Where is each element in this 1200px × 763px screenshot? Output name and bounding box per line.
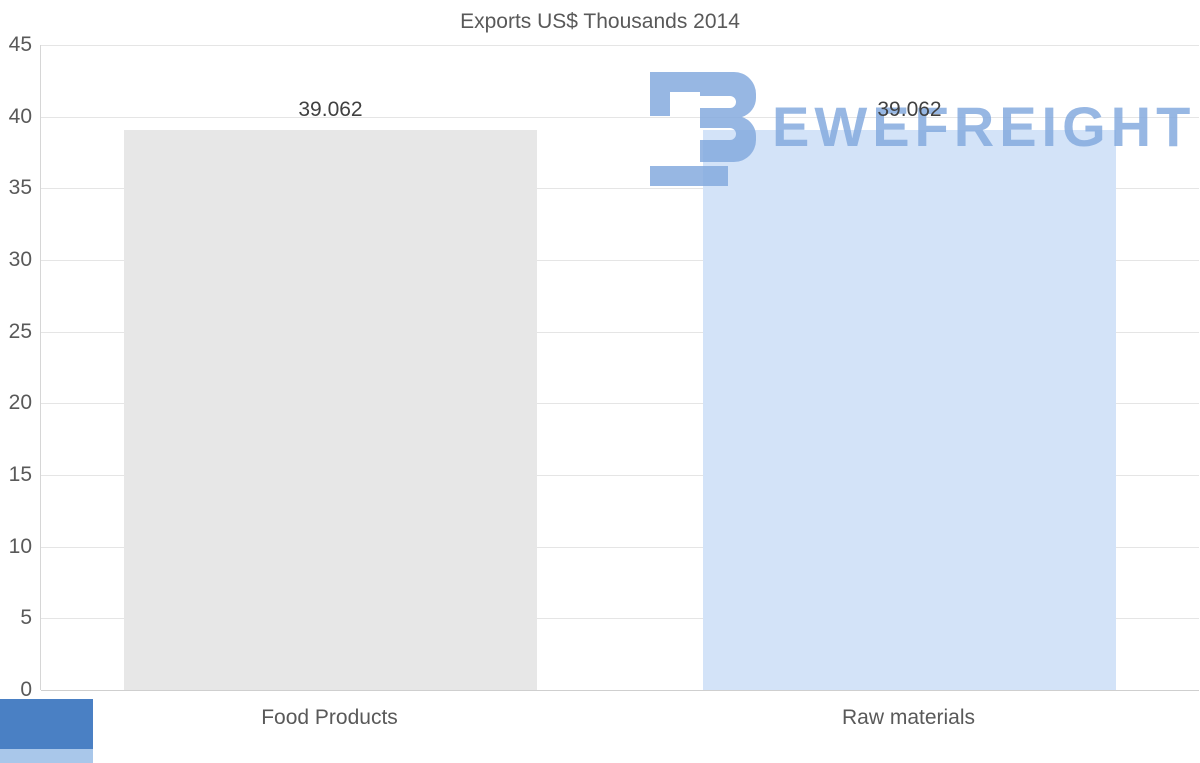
corner-decoration [0,699,93,763]
y-tick-label: 0 [20,678,32,701]
y-tick-label: 10 [8,534,32,558]
y-tick-label: 40 [8,104,32,128]
gridline [41,116,1199,118]
y-tick-label: 20 [8,391,32,415]
corner-decoration-stripe [0,749,93,763]
bar-food-products [123,130,538,690]
y-tick-label: 35 [8,176,32,200]
x-axis: Food Products Raw materials [40,690,1198,740]
chart-title: Exports US$ Thousands 2014 [460,10,740,33]
y-tick-label: 45 [8,33,32,56]
gridline [41,546,1199,548]
y-tick-label: 30 [8,248,32,271]
y-axis: 0 5 10 15 20 25 30 35 40 45 [0,33,34,701]
plot-area: 39.062 39.062 [40,45,1199,691]
gridline [41,618,1199,620]
gridline [41,475,1199,476]
bar-value-label: 39.062 [877,98,942,122]
gridline [41,45,1199,46]
y-tick-label: 25 [8,319,32,343]
y-tick-label: 5 [20,606,32,630]
gridline [41,403,1199,405]
gridline [41,260,1199,261]
gridline [41,690,1199,691]
gridline [41,331,1199,333]
gridline [41,188,1199,190]
x-category-label: Food Products [261,706,398,729]
y-tick-label: 15 [8,463,32,486]
bar-raw-materials [702,130,1117,690]
x-category-label: Raw materials [841,706,976,729]
bar-value-label: 39.062 [298,98,363,122]
